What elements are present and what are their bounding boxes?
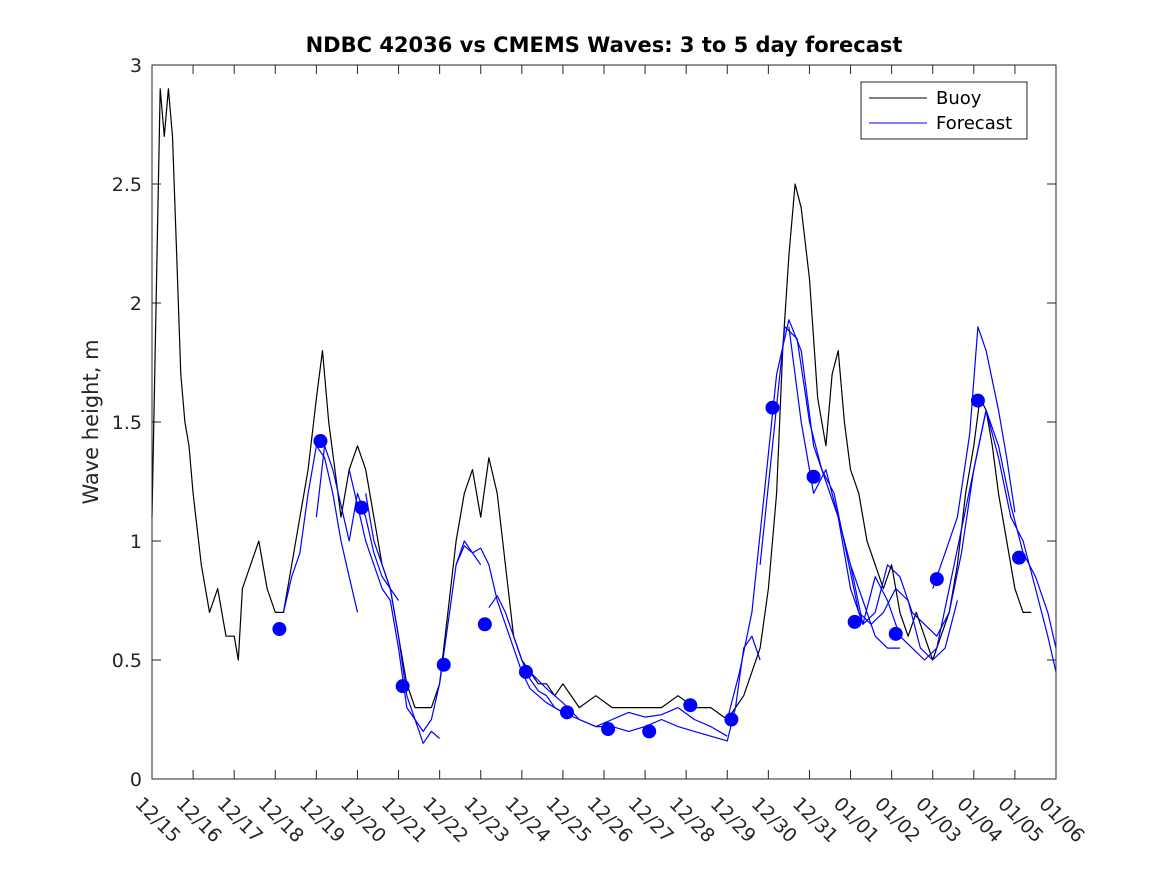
y-tick-label: 0.5	[112, 650, 142, 672]
forecast-marker	[272, 622, 287, 637]
forecast-marker	[765, 400, 780, 415]
plot-area	[152, 65, 1056, 779]
series-layer	[151, 88, 1057, 744]
forecast-marker	[313, 434, 328, 449]
y-tick-label: 2.5	[112, 174, 142, 196]
forecast-marker	[970, 393, 985, 408]
forecast-marker	[395, 679, 410, 694]
legend-forecast-label: Forecast	[936, 113, 1012, 134]
forecast-series-line-11	[932, 326, 1016, 589]
forecast-marker	[1012, 550, 1027, 565]
forecast-series-line-0	[282, 445, 359, 613]
y-tick-label: 1	[130, 531, 142, 553]
y-tick-label: 1.5	[112, 412, 142, 434]
legend: Buoy Forecast	[860, 81, 1028, 140]
forecast-marker	[560, 705, 575, 720]
forecast-marker	[518, 664, 533, 679]
forecast-series-line-2	[348, 469, 440, 744]
forecast-marker	[477, 617, 492, 632]
forecast-marker	[354, 500, 369, 515]
forecast-marker	[929, 572, 944, 587]
forecast-marker	[642, 724, 657, 739]
forecast-series-line-3	[365, 493, 482, 733]
legend-buoy-label: Buoy	[936, 88, 982, 109]
plot-frame	[151, 64, 1057, 780]
y-axis-ticks: 0 0.5 1 1.5 2 2.5 3	[112, 55, 1056, 791]
forecast-series-line-9	[788, 326, 1057, 673]
forecast-marker	[683, 698, 698, 713]
legend-box	[860, 81, 1028, 140]
forecast-marker	[806, 469, 821, 484]
forecast-series-line-1	[315, 445, 399, 601]
chart-title: NDBC 42036 vs CMEMS Waves: 3 to 5 day fo…	[306, 33, 903, 57]
forecast-marker	[888, 626, 903, 641]
forecast-marker	[601, 722, 616, 737]
forecast-marker	[724, 712, 739, 727]
buoy-series-line	[151, 88, 1032, 721]
y-axis-label: Wave height, m	[79, 339, 103, 504]
forecast-markers	[272, 393, 1027, 739]
forecast-series-line-4	[455, 545, 572, 714]
forecast-marker	[436, 657, 451, 672]
y-tick-label: 3	[130, 55, 142, 77]
y-tick-label: 0	[130, 769, 142, 791]
y-tick-label: 2	[130, 293, 142, 315]
forecast-marker	[847, 614, 862, 629]
